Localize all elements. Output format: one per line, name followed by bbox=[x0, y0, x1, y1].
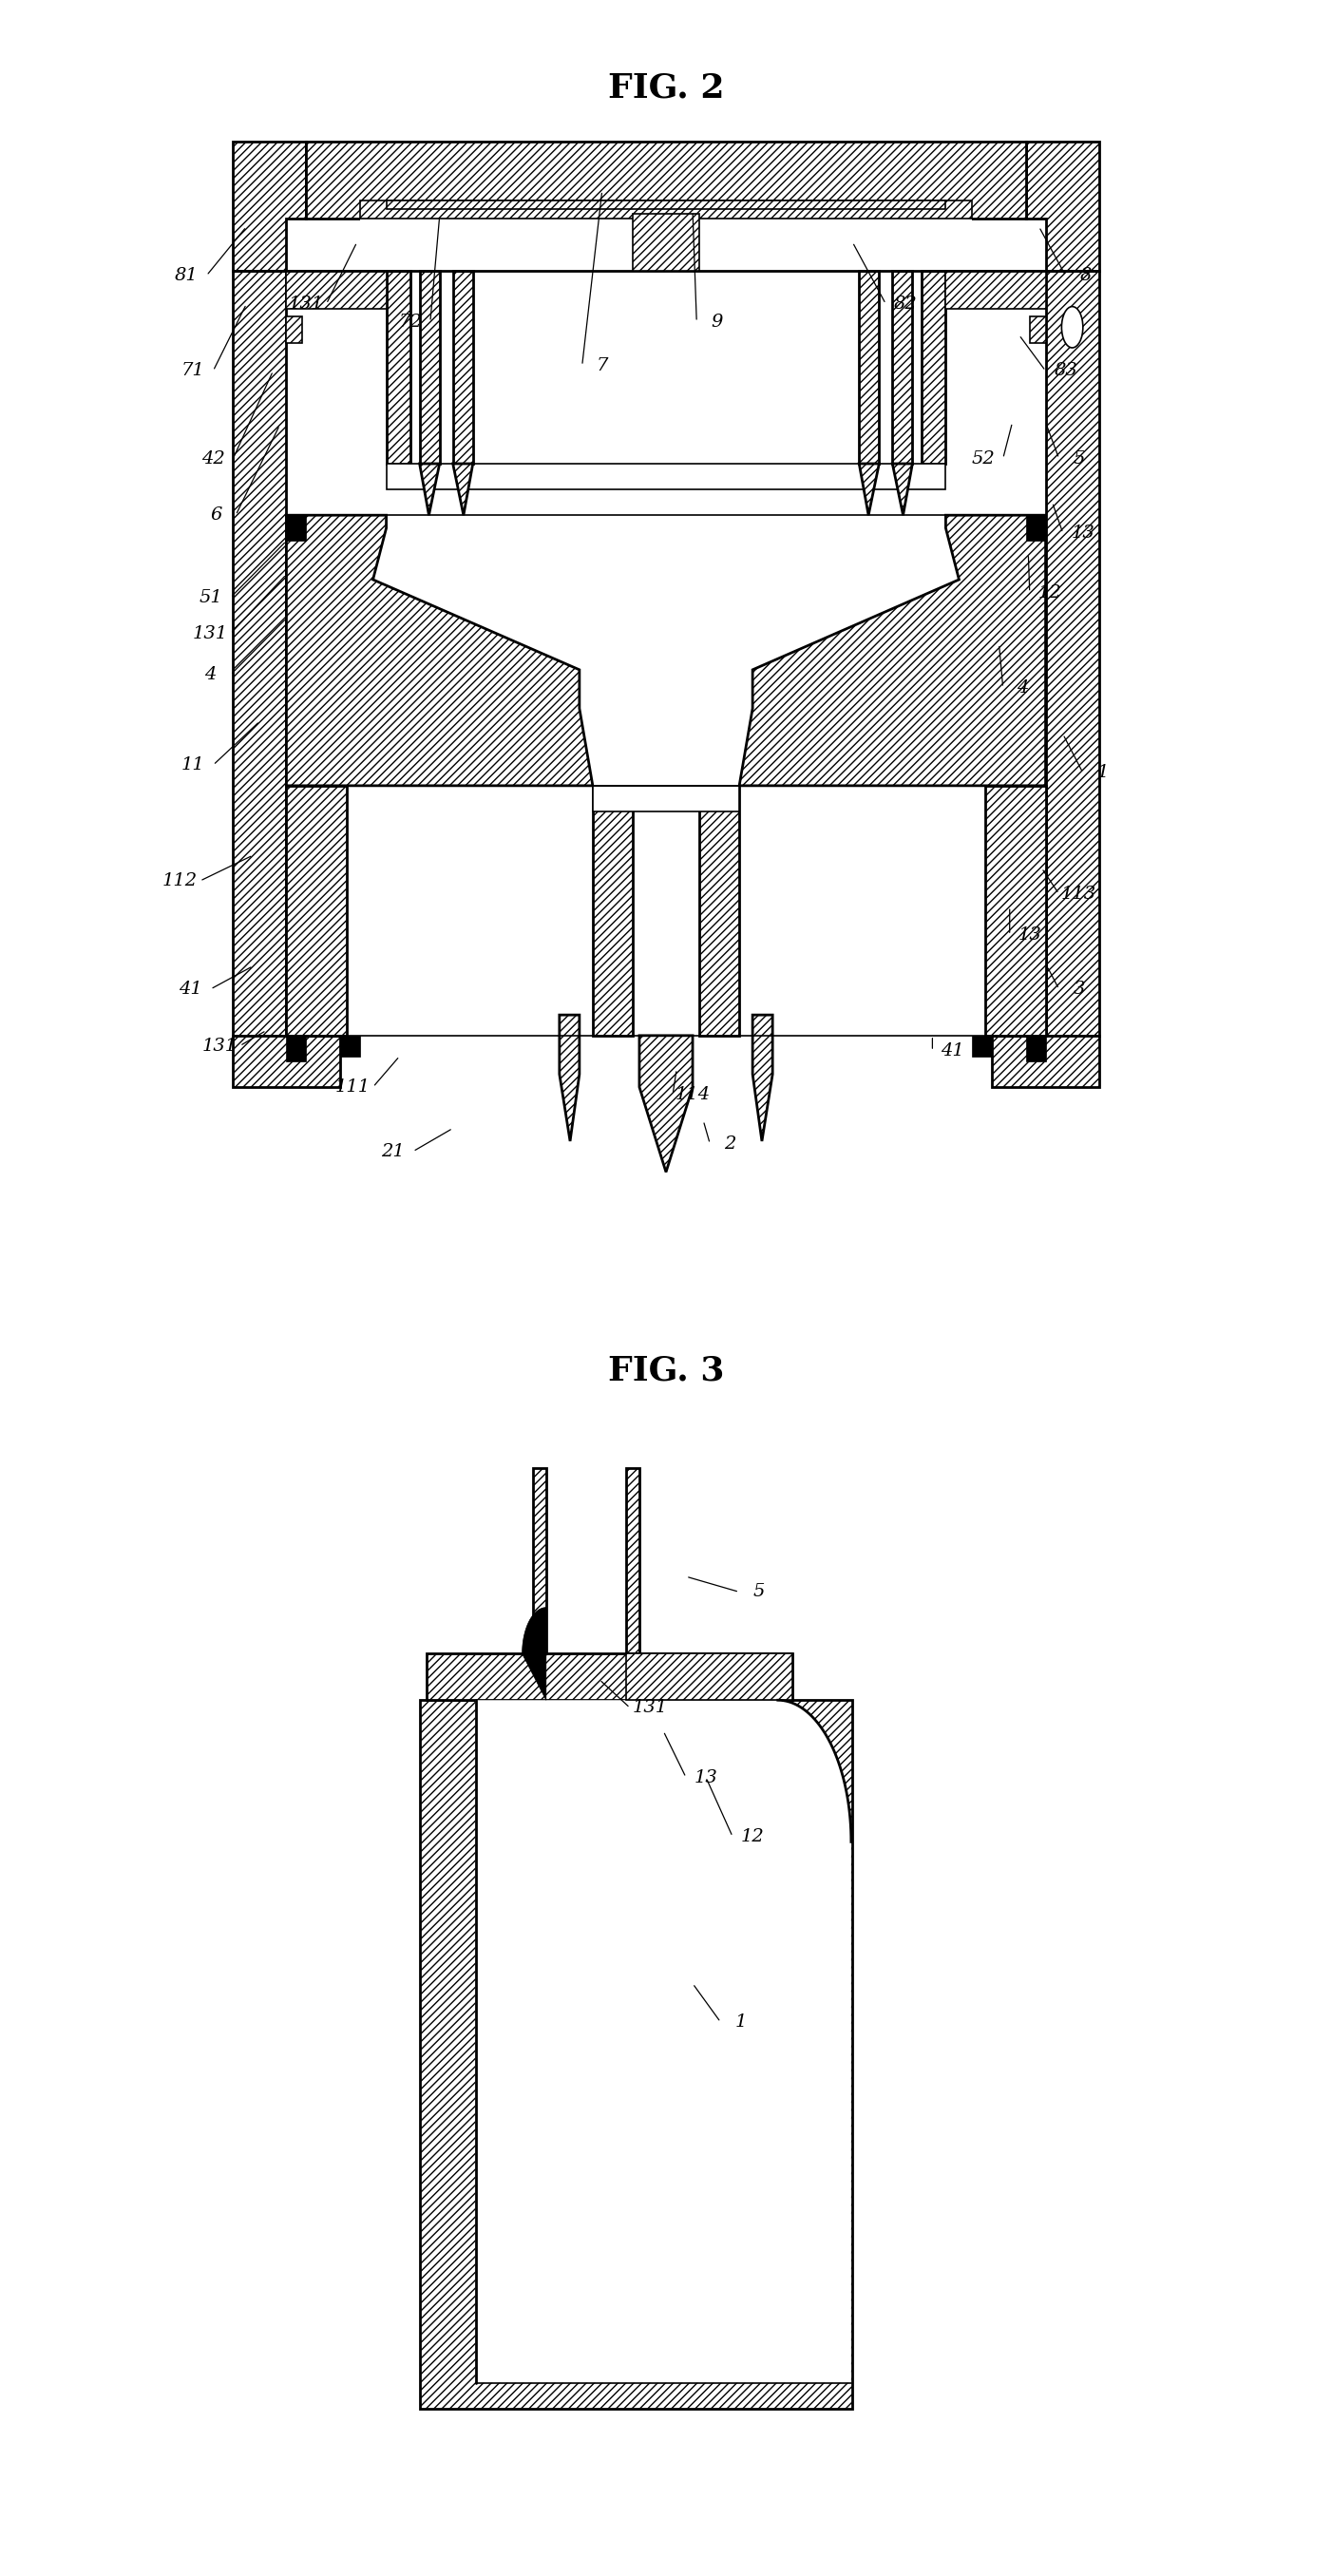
Text: 112: 112 bbox=[163, 873, 197, 889]
Text: 82: 82 bbox=[894, 296, 918, 312]
Polygon shape bbox=[1026, 515, 1046, 541]
Polygon shape bbox=[360, 219, 972, 270]
Text: 81: 81 bbox=[174, 268, 198, 283]
Polygon shape bbox=[972, 1036, 992, 1056]
Text: 9: 9 bbox=[711, 314, 722, 330]
Polygon shape bbox=[233, 142, 306, 270]
Text: 71: 71 bbox=[181, 363, 205, 379]
Text: 131: 131 bbox=[193, 626, 228, 641]
Polygon shape bbox=[639, 1036, 693, 1172]
Text: 11: 11 bbox=[181, 757, 205, 773]
Polygon shape bbox=[946, 270, 1046, 309]
Text: 52: 52 bbox=[971, 451, 995, 466]
Text: 41: 41 bbox=[940, 1043, 964, 1059]
Polygon shape bbox=[922, 270, 946, 464]
Polygon shape bbox=[286, 270, 386, 309]
Polygon shape bbox=[739, 515, 1046, 786]
Text: 72: 72 bbox=[398, 314, 422, 330]
Text: 1: 1 bbox=[735, 2014, 746, 2030]
Text: 51: 51 bbox=[198, 590, 222, 605]
Polygon shape bbox=[453, 270, 473, 464]
Text: 12: 12 bbox=[1038, 585, 1062, 600]
Text: 3: 3 bbox=[1074, 981, 1084, 997]
Polygon shape bbox=[626, 1468, 639, 1654]
Polygon shape bbox=[699, 786, 739, 1036]
Text: 83: 83 bbox=[1054, 363, 1078, 379]
Text: 13: 13 bbox=[694, 1770, 718, 1785]
Polygon shape bbox=[233, 270, 286, 1036]
Polygon shape bbox=[386, 201, 946, 209]
Polygon shape bbox=[420, 464, 440, 515]
Polygon shape bbox=[593, 786, 739, 811]
Text: 2: 2 bbox=[725, 1136, 735, 1151]
Polygon shape bbox=[1026, 142, 1099, 270]
Text: FIG. 2: FIG. 2 bbox=[607, 72, 725, 103]
Text: 13: 13 bbox=[1071, 526, 1095, 541]
Text: 113: 113 bbox=[1062, 886, 1096, 902]
Text: 131: 131 bbox=[633, 1700, 667, 1716]
Polygon shape bbox=[286, 317, 302, 343]
Polygon shape bbox=[306, 142, 1026, 219]
Polygon shape bbox=[286, 786, 346, 1036]
Text: 131: 131 bbox=[289, 296, 324, 312]
Text: 131: 131 bbox=[202, 1038, 237, 1054]
Text: 6: 6 bbox=[210, 507, 221, 523]
Text: 42: 42 bbox=[201, 451, 225, 466]
Polygon shape bbox=[360, 201, 972, 219]
Polygon shape bbox=[476, 1700, 851, 2383]
Text: 114: 114 bbox=[675, 1087, 710, 1103]
Polygon shape bbox=[859, 270, 879, 464]
Polygon shape bbox=[286, 515, 593, 786]
Polygon shape bbox=[626, 1654, 793, 1700]
Text: 13: 13 bbox=[1018, 927, 1042, 943]
Text: FIG. 3: FIG. 3 bbox=[607, 1355, 725, 1386]
Text: 111: 111 bbox=[336, 1079, 370, 1095]
Text: 12: 12 bbox=[741, 1829, 765, 1844]
Polygon shape bbox=[1026, 1036, 1046, 1061]
Circle shape bbox=[1062, 307, 1083, 348]
Polygon shape bbox=[1030, 317, 1046, 343]
Polygon shape bbox=[753, 1015, 773, 1141]
Polygon shape bbox=[992, 1036, 1099, 1087]
Polygon shape bbox=[420, 270, 440, 464]
Polygon shape bbox=[986, 786, 1046, 1036]
Polygon shape bbox=[533, 1468, 546, 1654]
Polygon shape bbox=[1046, 270, 1099, 1036]
Polygon shape bbox=[559, 1015, 579, 1141]
Polygon shape bbox=[340, 1036, 360, 1056]
Text: 7: 7 bbox=[597, 358, 607, 374]
Polygon shape bbox=[892, 464, 912, 515]
Text: 5: 5 bbox=[1074, 451, 1084, 466]
Polygon shape bbox=[633, 214, 699, 270]
Polygon shape bbox=[286, 515, 306, 541]
Polygon shape bbox=[892, 270, 912, 464]
Polygon shape bbox=[593, 786, 633, 1036]
Polygon shape bbox=[286, 1036, 306, 1061]
Text: 5: 5 bbox=[754, 1584, 765, 1600]
Polygon shape bbox=[386, 464, 946, 489]
Polygon shape bbox=[420, 1700, 852, 2409]
Text: 1: 1 bbox=[1098, 765, 1108, 781]
Polygon shape bbox=[453, 464, 473, 515]
Polygon shape bbox=[859, 464, 879, 515]
Polygon shape bbox=[426, 1654, 793, 1700]
Polygon shape bbox=[233, 1036, 340, 1087]
Text: 41: 41 bbox=[178, 981, 202, 997]
Polygon shape bbox=[522, 1607, 546, 1700]
Text: 4: 4 bbox=[1018, 680, 1028, 696]
Text: 21: 21 bbox=[381, 1144, 405, 1159]
Polygon shape bbox=[386, 270, 410, 464]
Text: 4: 4 bbox=[205, 667, 216, 683]
Text: 8: 8 bbox=[1080, 268, 1091, 283]
